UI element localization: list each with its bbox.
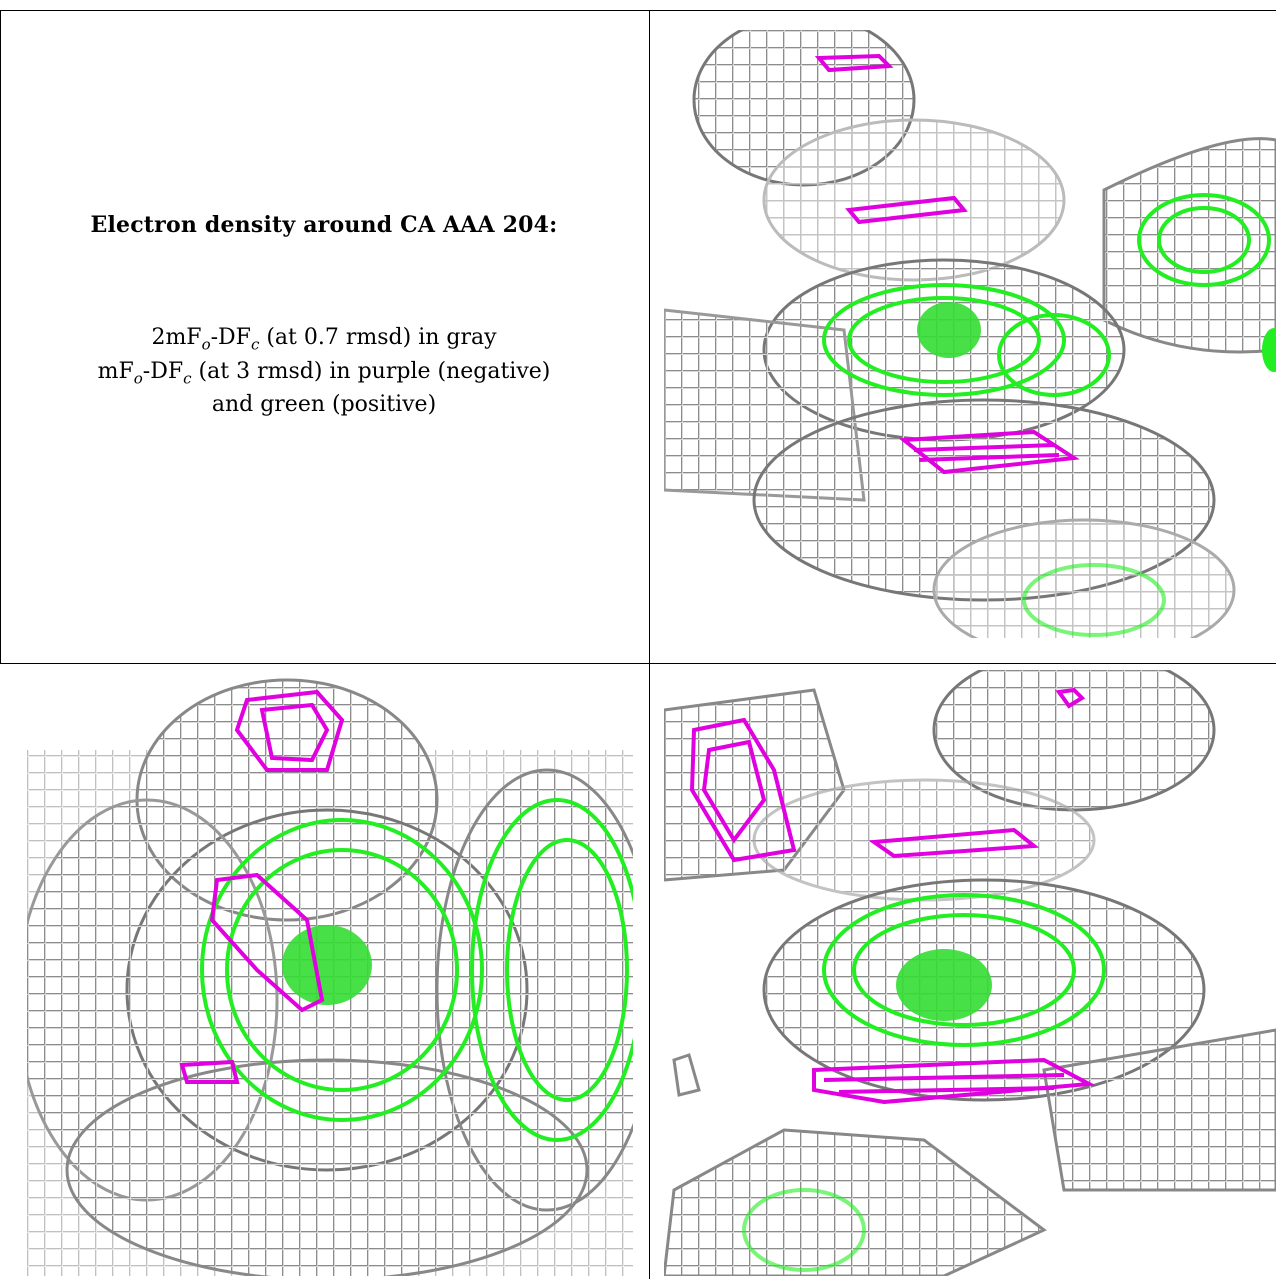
center-divider xyxy=(649,10,650,1279)
line1-post: (at 0.7 rmsd) in gray xyxy=(259,325,497,350)
line1-mid: -DF xyxy=(210,325,251,350)
top-border xyxy=(0,10,1276,11)
line1-sub1: o xyxy=(201,335,211,354)
density-view-bottom-right xyxy=(664,670,1276,1276)
caption-line-1: 2mFo-DFc (at 0.7 rmsd) in gray xyxy=(18,322,630,356)
density-view-bottom-left xyxy=(27,670,633,1276)
caption-line-3: and green (positive) xyxy=(211,392,437,418)
density-image-bottom-right xyxy=(664,670,1276,1276)
caption-cell: Electron density around CA AAA 204: 2mFo… xyxy=(18,0,630,663)
line2-post: (at 3 rmsd) in purple (negative) xyxy=(191,358,551,384)
density-image-bottom-left xyxy=(27,678,633,1276)
line1-pre: 2mF xyxy=(151,325,202,350)
left-border xyxy=(0,10,1,663)
caption-title: Electron density around CA AAA 204: xyxy=(90,212,558,238)
density-view-top-right xyxy=(664,30,1276,638)
middle-divider xyxy=(0,663,1276,664)
caption-description: 2mFo-DFc (at 0.7 rmsd) in gray mFo-DFc (… xyxy=(18,322,630,421)
line2-sub2: c xyxy=(183,369,192,388)
line1-sub2: c xyxy=(250,335,260,354)
caption-line-2: mFo-DFc (at 3 rmsd) in purple (negative) xyxy=(18,356,630,390)
line2-mid: -DF xyxy=(142,358,184,384)
density-image-top-right xyxy=(664,30,1276,638)
line2-sub1: o xyxy=(133,369,143,388)
line2-pre: mF xyxy=(97,358,134,384)
